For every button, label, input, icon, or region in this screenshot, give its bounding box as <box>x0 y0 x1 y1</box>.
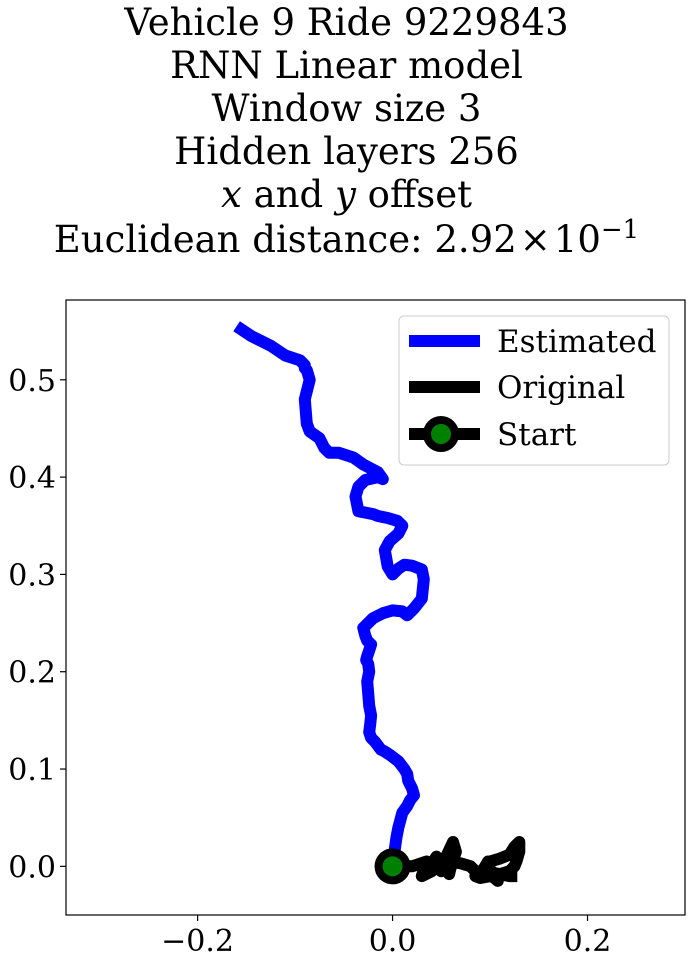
title-line-window: Window size 3 <box>211 87 482 130</box>
x-axis: −0.2 0.0 0.2 <box>161 915 611 959</box>
legend-estimated-label: Estimated <box>497 324 656 360</box>
x-tick-label: 0.2 <box>564 924 612 959</box>
offset-conj: and <box>241 173 335 216</box>
distance-prefix: Euclidean distance: <box>53 218 435 261</box>
legend-original-label: Original <box>497 370 625 406</box>
legend-start-label: Start <box>497 417 577 453</box>
y-tick-label: 0.0 <box>8 850 56 885</box>
title-line-distance: Euclidean distance: 2.92×10−1 <box>0 217 693 261</box>
distance-base: 10 <box>553 218 601 261</box>
y-axis: 0.0 0.1 0.2 0.3 0.4 0.5 <box>8 364 66 885</box>
title-line-model: RNN Linear model <box>170 44 523 87</box>
series-line-original <box>392 836 526 887</box>
distance-exponent: −1 <box>600 215 640 245</box>
x-tick-label: 0.0 <box>369 924 417 959</box>
y-tick-label: 0.5 <box>8 364 56 399</box>
title-line-offset: x and y offset <box>0 175 693 215</box>
distance-mantissa: 2.92 <box>434 218 517 261</box>
legend: Estimated Original Start <box>398 315 670 466</box>
offset-rest: offset <box>355 173 472 216</box>
y-tick-label: 0.2 <box>8 656 56 691</box>
axes-frame <box>65 299 686 916</box>
series-line-estimated <box>233 321 430 868</box>
legend-box <box>398 315 670 466</box>
offset-var-x: x <box>221 173 242 216</box>
y-tick-label: 0.1 <box>8 753 56 788</box>
legend-start-marker <box>423 416 459 452</box>
y-tick-label: 0.3 <box>8 558 56 593</box>
x-tick-label: −0.2 <box>161 924 234 959</box>
title-line-vehicle: Vehicle 9 Ride 9229843 <box>124 1 569 44</box>
start-point-marker <box>374 848 411 885</box>
distance-times: × <box>519 218 551 261</box>
title-line-hidden: Hidden layers 256 <box>174 130 519 173</box>
series-layer <box>233 321 526 887</box>
y-tick-label: 0.4 <box>8 461 56 496</box>
offset-var-y: y <box>335 173 356 216</box>
